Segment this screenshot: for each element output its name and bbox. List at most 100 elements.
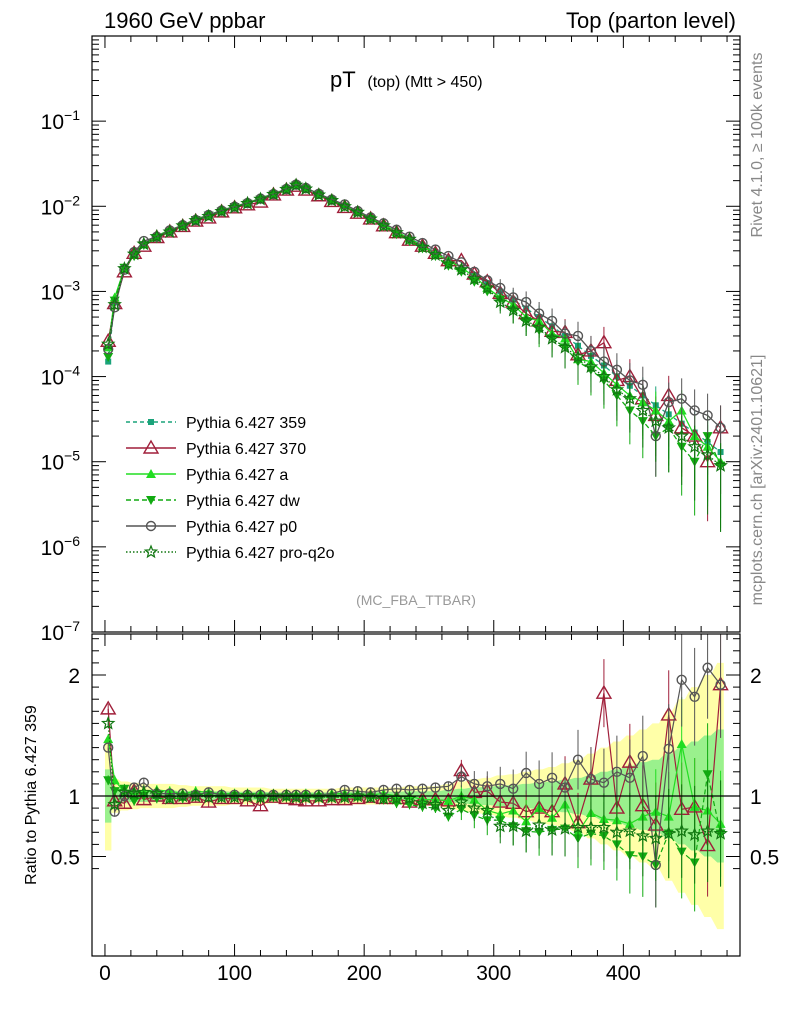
y-tick-label: 10−6	[41, 533, 81, 560]
data-point	[389, 225, 404, 239]
ratio-point	[454, 794, 469, 809]
ratio-point	[100, 715, 116, 730]
main-plot-series	[99, 177, 729, 532]
data-point	[126, 246, 142, 261]
data-point	[480, 280, 495, 295]
data-point	[596, 368, 612, 383]
ratio-point	[702, 770, 713, 780]
legend-entry: Pythia 6.427 p0	[126, 519, 297, 536]
ratio-line	[107, 684, 722, 846]
ratio-point	[596, 819, 612, 834]
legend-label: Pythia 6.427 a	[186, 467, 288, 484]
data-point	[531, 319, 547, 334]
ratio-point	[508, 783, 519, 794]
legend-marker	[145, 520, 157, 532]
data-point	[376, 218, 391, 233]
ratio-point	[648, 830, 664, 845]
ratio-point	[323, 791, 340, 806]
ratio-point	[611, 766, 623, 777]
data-point	[109, 302, 120, 313]
ratio-point	[417, 783, 428, 794]
data-point	[337, 199, 352, 213]
header-left: 1960 GeV ppbar	[104, 8, 265, 33]
plot-title-main: pT	[330, 67, 355, 92]
data-point	[350, 204, 365, 219]
ratio-y-tick-label-right: 0.5	[750, 847, 779, 870]
plot-title-sub: (top) (Mtt > 450)	[367, 74, 482, 91]
legend-entry: Pythia 6.427 359	[126, 415, 306, 432]
data-point	[702, 410, 713, 421]
data-point	[713, 457, 728, 472]
y-tick-label: 10−4	[41, 363, 81, 390]
ratio-point	[533, 778, 545, 790]
data-point	[482, 275, 493, 286]
ratio-point	[117, 784, 132, 799]
ratio-point	[572, 754, 584, 765]
data-point	[544, 330, 560, 345]
ratio-plot-series	[99, 634, 729, 912]
ratio-point	[661, 825, 676, 840]
legend-label: Pythia 6.427 pro-q2o	[186, 545, 335, 562]
legend-entry: Pythia 6.427 pro-q2o	[126, 544, 335, 562]
data-point	[520, 296, 532, 308]
data-point	[689, 405, 700, 416]
data-point	[102, 343, 114, 355]
data-point	[637, 379, 648, 391]
data-point	[622, 391, 638, 405]
ratio-point	[135, 791, 153, 806]
data-point	[227, 199, 242, 214]
ratio-point	[175, 788, 190, 803]
ratio-point	[298, 789, 314, 804]
ratio-point	[99, 700, 117, 715]
ratio-point	[415, 795, 430, 810]
ratio-point	[430, 782, 441, 793]
data-point	[311, 187, 327, 202]
ratio-point	[240, 788, 255, 803]
ratio-point	[622, 823, 638, 838]
data-point	[570, 349, 586, 364]
ratio-point	[456, 771, 467, 782]
ratio-point	[227, 789, 242, 804]
ratio-point	[252, 797, 269, 812]
data-point	[505, 302, 521, 317]
data-point	[279, 181, 294, 196]
legend-label: Pythia 6.427 370	[186, 441, 306, 458]
data-point	[430, 252, 441, 262]
ratio-point	[598, 777, 610, 788]
data-point	[661, 420, 676, 435]
header-right: Top (parton level)	[566, 8, 736, 33]
data-point	[469, 266, 480, 278]
y-tick-label: 10−7	[41, 618, 81, 645]
ratio-y-tick-label-right: 2	[750, 665, 762, 688]
ratio-point	[689, 691, 700, 702]
data-point	[428, 247, 443, 261]
ratio-point	[637, 750, 648, 762]
ratio-y-axis-label: Ratio to Pythia 6.427 359	[23, 705, 40, 885]
ratio-point	[443, 795, 454, 805]
ratio-point	[585, 773, 597, 785]
data-point	[443, 250, 454, 262]
data-point	[687, 439, 702, 453]
x-tick-label: 100	[217, 962, 252, 985]
ratio-point	[583, 819, 599, 834]
data-point	[253, 191, 268, 206]
data-point	[298, 181, 314, 196]
data-point	[518, 313, 534, 328]
data-point	[175, 218, 190, 233]
data-point	[441, 256, 456, 271]
ratio-point	[557, 821, 573, 835]
x-tick-label: 0	[99, 962, 111, 985]
ratio-point	[103, 776, 114, 786]
plot-title: pT (top) (Mtt > 450)	[330, 67, 483, 92]
main-plot-frame	[91, 35, 741, 633]
data-point	[214, 203, 229, 218]
ratio-point	[129, 796, 140, 806]
data-point	[266, 186, 281, 201]
ratio-point	[311, 789, 327, 804]
data-point	[674, 428, 689, 443]
ratio-point	[492, 818, 508, 833]
ratio-point	[188, 788, 203, 803]
legend-label: Pythia 6.427 dw	[186, 493, 300, 510]
data-point	[467, 271, 482, 286]
